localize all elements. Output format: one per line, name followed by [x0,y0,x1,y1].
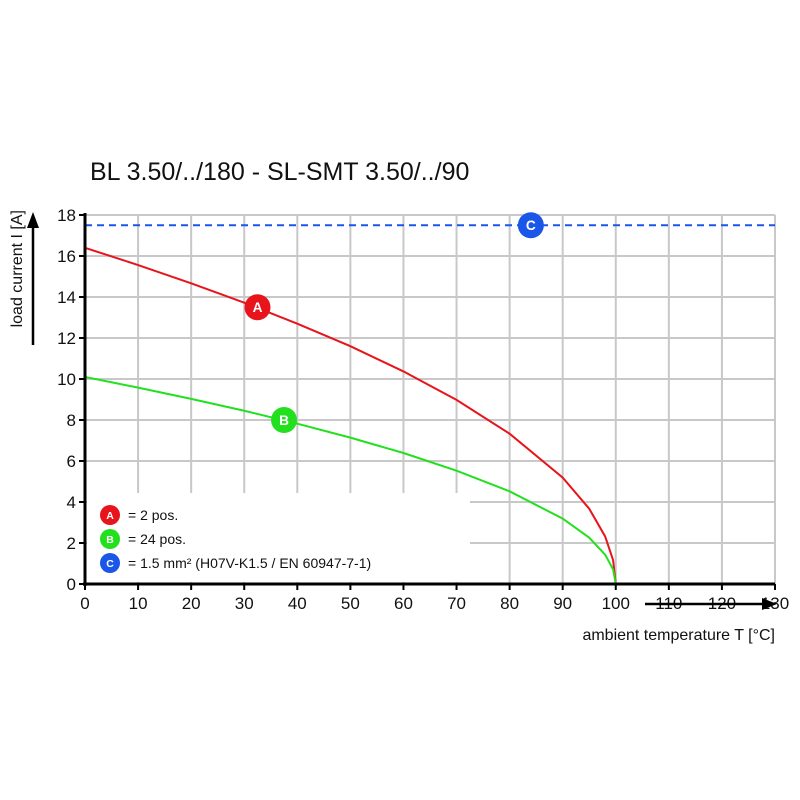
y-tick-label: 12 [57,329,76,348]
legend-label-B: = 24 pos. [128,531,186,547]
series-marker-B-letter: B [279,413,289,428]
legend-badge-A-letter: A [106,510,114,522]
legend-badge-B-circle [100,529,120,549]
x-axis-label: ambient temperature T [°C] [582,627,775,644]
series-line-A [84,246,617,585]
legend-badge-B-letter: B [106,534,114,546]
y-tick-label: 2 [67,534,76,553]
y-axis-arrow-head [27,212,39,228]
series-marker-C-letter: C [526,218,536,233]
x-tick-label: 100 [602,594,630,613]
y-tick-label: 6 [67,452,76,471]
y-tick-label: 14 [57,288,76,307]
y-tick-label: 18 [57,206,76,225]
series-marker-C-circle [517,212,544,239]
legend-badge-C-circle [100,553,120,573]
x-tick-label: 60 [394,594,413,613]
x-tick-label: 50 [341,594,360,613]
y-axis-label: load current I [A] [9,210,26,327]
x-tick-label: 0 [80,594,89,613]
series-marker-A-letter: A [253,300,263,315]
legend-box [87,493,470,582]
x-axis-arrow-head [762,598,777,610]
series-marker-B-circle [271,407,298,433]
y-tick-label: 0 [67,575,76,594]
series-line-B [84,375,617,585]
x-tick-label: 20 [182,594,201,613]
y-tick-label: 10 [57,370,76,389]
series-marker-A-circle [244,294,271,321]
legend-label-C: = 1.5 mm² (H07V-K1.5 / EN 60947-7-1) [128,555,371,571]
y-tick-label: 4 [67,493,76,512]
legend-badge-C-letter: C [106,558,114,570]
legend-label-A: = 2 pos. [128,507,178,523]
chart-title: BL 3.50/../180 - SL-SMT 3.50/../90 [90,158,470,186]
x-tick-label: 10 [129,594,148,613]
legend-badge-A-circle [100,505,120,525]
x-tick-label: 80 [500,594,519,613]
y-tick-label: 16 [57,247,76,266]
y-tick-label: 8 [67,411,76,430]
x-tick-label: 70 [447,594,466,613]
x-tick-label: 40 [288,594,307,613]
x-tick-label: 90 [553,594,572,613]
x-tick-label: 30 [235,594,254,613]
